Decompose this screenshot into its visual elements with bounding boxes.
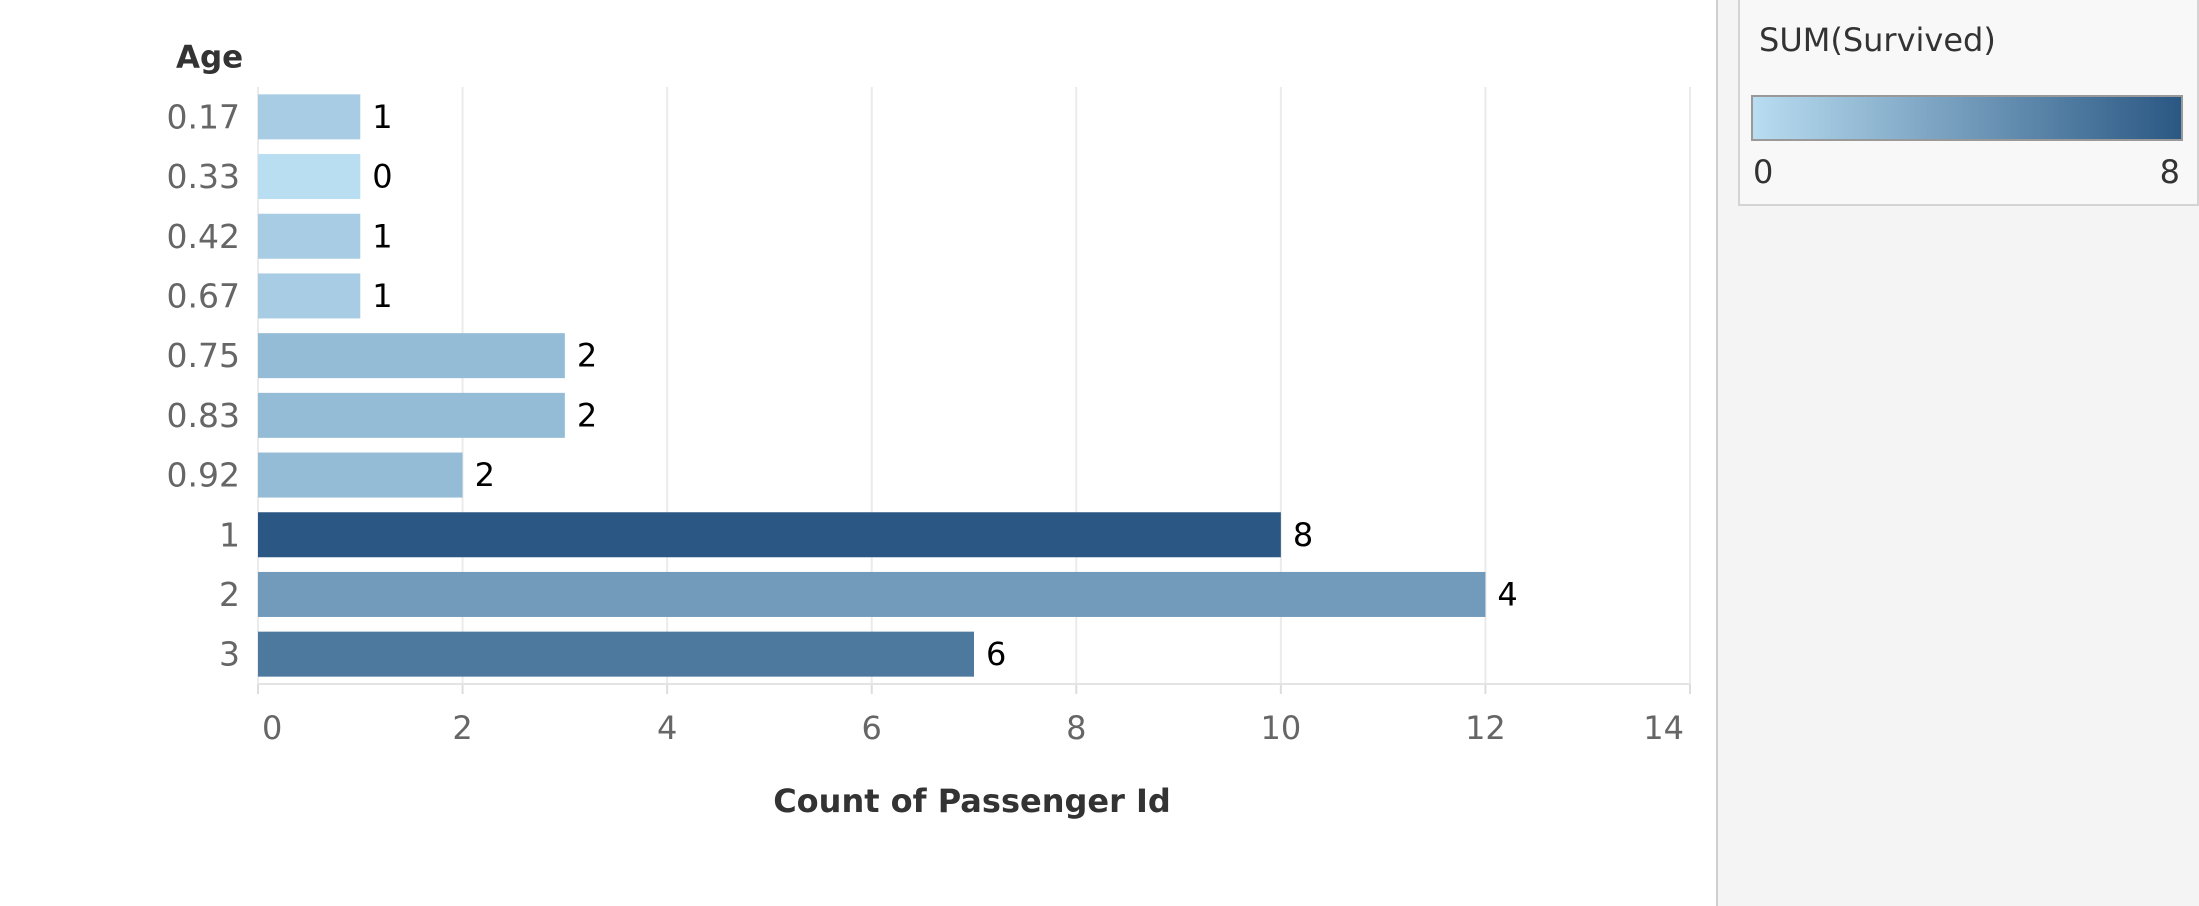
y-tick-label: 0.17 <box>167 97 240 136</box>
x-tick-label: 2 <box>452 709 472 747</box>
data-label: 2 <box>577 337 597 375</box>
data-label: 4 <box>1497 575 1517 613</box>
y-tick-label: 0.83 <box>167 396 240 435</box>
bar <box>258 213 361 259</box>
data-label: 1 <box>372 98 392 136</box>
legend-gradient <box>1751 95 2183 141</box>
data-label: 2 <box>577 396 597 434</box>
y-tick-label: 2 <box>219 575 240 614</box>
bar <box>258 94 361 140</box>
y-tick-label: 0.67 <box>167 276 240 315</box>
x-tick-label: 4 <box>657 709 677 747</box>
bar <box>258 392 565 438</box>
x-tick-label: 14 <box>1643 709 1684 747</box>
data-label: 1 <box>372 217 392 255</box>
bar <box>258 571 1486 617</box>
x-tick-label: 10 <box>1260 709 1301 747</box>
bar <box>258 452 463 498</box>
y-tick-label: 0.92 <box>167 456 240 495</box>
bar <box>258 154 361 200</box>
data-label: 1 <box>372 277 392 315</box>
legend-max: 8 <box>2160 153 2180 191</box>
x-tick-label: 0 <box>262 709 282 747</box>
data-label: 2 <box>475 456 495 494</box>
legend-title: SUM(Survived) <box>1759 21 1996 59</box>
x-tick-label: 12 <box>1465 709 1506 747</box>
bar <box>258 333 565 379</box>
x-axis-title: Count of Passenger Id <box>773 782 1171 820</box>
data-label: 0 <box>372 158 392 196</box>
data-label: 8 <box>1293 516 1313 554</box>
y-axis-title: Age <box>176 40 243 76</box>
y-tick-label: 0.33 <box>167 157 240 196</box>
y-tick-label: 0.42 <box>167 217 240 256</box>
bar <box>258 512 1281 558</box>
y-tick-label: 3 <box>219 635 240 674</box>
y-tick-label: 1 <box>219 515 240 554</box>
bar <box>258 631 974 677</box>
x-tick-label: 8 <box>1066 709 1086 747</box>
bar <box>258 273 361 319</box>
data-label: 6 <box>986 635 1006 673</box>
y-tick-label: 0.75 <box>167 336 240 375</box>
x-tick-label: 6 <box>862 709 882 747</box>
legend-min: 0 <box>1753 153 1773 191</box>
